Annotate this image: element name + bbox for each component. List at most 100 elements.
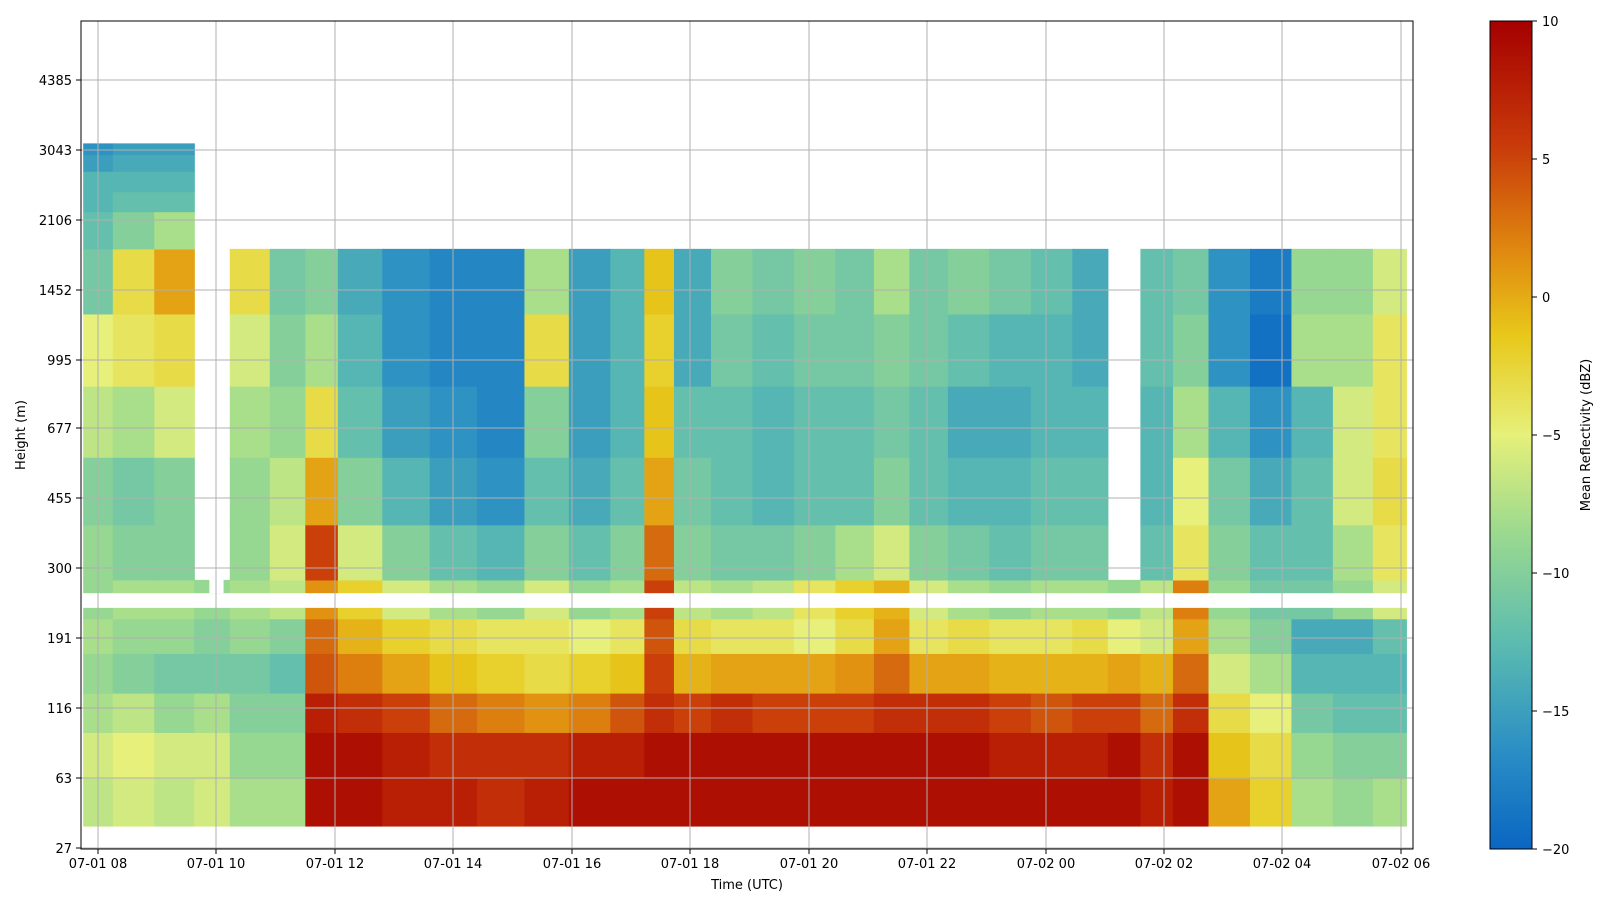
heatmap-cell [644,457,675,526]
colorbar-tick-label: −15 [1542,705,1569,720]
heatmap-cell [154,524,195,581]
heatmap-cell [1372,457,1408,526]
heatmap-cell [1291,778,1334,828]
heatmap-cell [1208,524,1251,581]
heatmap-cell [1372,693,1408,733]
heatmap-cell [909,778,949,828]
x-tick-label: 07-02 00 [1017,857,1075,872]
heatmap-cell [610,457,645,526]
heatmap-cell [269,778,306,828]
heatmap-cell [711,618,754,654]
heatmap-cell [524,732,570,779]
heatmap-cell [305,313,339,387]
heatmap-cell [305,618,339,654]
y-tick-label: 2106 [39,214,72,229]
heatmap-cell [112,693,155,733]
heatmap-cell [673,313,712,387]
heatmap-cell [1172,248,1210,315]
heatmap-cell [337,618,383,654]
heatmap-cell [382,618,431,654]
heatmap-cell [835,618,875,654]
heatmap-cell [752,313,795,387]
heatmap-cell [989,618,1032,654]
grid-lines [81,21,1413,849]
heatmap-cell [1332,618,1374,654]
heatmap-cells [81,21,1413,849]
heatmap-cell [1291,313,1334,387]
heatmap-cell [1291,693,1334,733]
heatmap-cell [873,693,911,733]
heatmap-cell [1030,618,1073,654]
heatmap-cell [477,248,526,315]
heatmap-cell [711,524,754,581]
heatmap-cell [112,248,155,315]
heatmap-cell [477,313,526,387]
heatmap-cell [568,457,611,526]
heatmap-cell [1140,693,1174,733]
heatmap-cell [229,693,271,733]
x-tick-label: 07-01 14 [424,857,482,872]
heatmap-cell [429,653,478,694]
heatmap-cell [1172,386,1210,458]
heatmap-cell [229,386,271,458]
x-tick-label: 07-02 02 [1135,857,1193,872]
heatmap-cell [909,618,949,654]
heatmap-cell [305,457,339,526]
heatmap-cell [337,653,383,694]
heatmap-cell [1107,693,1141,733]
heatmap-cell [1107,778,1141,828]
heatmap-cell [229,248,271,315]
colorbar-tick-label: −5 [1542,429,1561,444]
heatmap-cell [1249,457,1293,526]
heatmap-cell [989,248,1032,315]
heatmap-cell [673,386,712,458]
heatmap-cell [477,778,526,828]
heatmap-cell [337,313,383,387]
heatmap-cell [229,313,271,387]
colorbar-tick-label: 5 [1542,153,1550,168]
y-axis-ticks: 27 63 116 191 300 455 677 995 1452 2106 3043 4385 [39,74,81,857]
colorbar-tick-label: 0 [1542,291,1550,306]
heatmap-cell [644,778,675,828]
heatmap-cell [873,313,911,387]
heatmap-cell [793,457,836,526]
heatmap-cell [835,653,875,694]
heatmap-cell [752,524,795,581]
heatmap-cell [1140,248,1174,315]
heatmap-cell [909,653,949,694]
heatmap-cell [112,171,155,193]
heatmap-cell [112,154,155,172]
heatmap-cell [1372,732,1408,779]
y-tick-label: 300 [47,562,72,577]
x-tick-label: 07-01 10 [187,857,245,872]
heatmap-cell [1332,653,1374,694]
heatmap-cell [524,248,570,315]
heatmap-cell [1372,653,1408,694]
heatmap-cell [1107,653,1141,694]
heatmap-cell [1332,457,1374,526]
heatmap-cell [610,248,645,315]
heatmap-cell [873,457,911,526]
x-tick-label: 07-01 22 [898,857,956,872]
heatmap-cell [947,386,990,458]
heatmap-cell [269,524,306,581]
heatmap-cell [1332,524,1374,581]
heatmap-cell [568,618,611,654]
heatmap-cell [673,732,712,779]
x-tick-label: 07-01 20 [780,857,838,872]
heatmap-cell [1072,248,1109,315]
y-tick-label: 995 [47,354,72,369]
heatmap-cell [989,313,1032,387]
heatmap-cell [154,248,195,315]
heatmap-cell [644,248,675,315]
heatmap-cell [1291,618,1334,654]
heatmap-cell [835,457,875,526]
heatmap-cell [524,693,570,733]
heatmap-cell [610,618,645,654]
heatmap-cell [711,778,754,828]
heatmap-cell [873,732,911,779]
heatmap-cell [1249,653,1293,694]
heatmap-cell [112,618,155,654]
heatmap-cell [568,524,611,581]
